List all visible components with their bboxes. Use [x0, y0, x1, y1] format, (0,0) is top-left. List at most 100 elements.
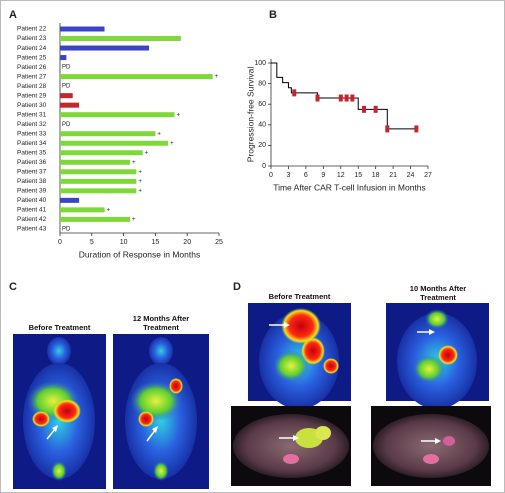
image-caption: Before Treatment [28, 323, 91, 332]
image-caption: 12 Months After Treatment [132, 314, 190, 332]
pet-image [248, 303, 351, 409]
bar-annotation: + [138, 188, 142, 194]
y-tick-label: 20 [258, 142, 266, 149]
category-label: Patient 37 [17, 169, 47, 176]
x-tick-label: 0 [269, 172, 273, 179]
bar [60, 159, 130, 165]
x-tick-label: 10 [120, 239, 128, 246]
censor-mark [315, 94, 320, 102]
censor-mark [362, 105, 367, 113]
x-tick-label: 6 [304, 172, 308, 179]
x-tick-label: 21 [389, 172, 397, 179]
y-tick-label: 40 [258, 122, 266, 129]
bar-annotation: PD [62, 226, 71, 232]
category-label: Patient 25 [17, 54, 47, 61]
bar [60, 74, 213, 80]
bar [60, 207, 105, 213]
bar-annotation: PD [62, 84, 71, 90]
x-tick-label: 27 [424, 172, 432, 179]
bar [60, 131, 156, 137]
bar [60, 216, 130, 222]
bar [60, 93, 73, 99]
image-caption: Before Treatment [268, 292, 331, 301]
category-label: Patient 23 [17, 35, 47, 42]
bar-annotation: + [215, 74, 219, 80]
x-tick-label: 15 [354, 172, 362, 179]
x-axis-label: Time After CAR T-cell Infusion in Months [273, 182, 426, 192]
category-label: Patient 31 [17, 111, 47, 118]
category-label: Patient 27 [17, 73, 47, 80]
x-tick-label: 15 [152, 239, 160, 246]
category-label: Patient 26 [17, 64, 47, 71]
category-label: Patient 30 [17, 102, 47, 109]
bar-annotation: + [138, 169, 142, 175]
x-tick-label: 5 [90, 239, 94, 246]
category-label: Patient 34 [17, 140, 47, 147]
censor-mark [414, 125, 419, 133]
bar-annotation: + [157, 131, 161, 137]
x-tick-label: 0 [58, 239, 62, 246]
y-tick-label: 60 [258, 101, 266, 108]
panel-label: B [269, 9, 277, 21]
category-label: Patient 42 [17, 216, 47, 223]
bar-annotation: + [138, 179, 142, 185]
x-axis-label: Duration of Response in Months [79, 249, 200, 259]
category-label: Patient 22 [17, 26, 47, 33]
category-label: Patient 35 [17, 149, 47, 156]
x-tick-label: 25 [215, 239, 223, 246]
category-label: Patient 33 [17, 130, 47, 137]
x-tick-label: 18 [372, 172, 380, 179]
censor-mark [350, 94, 355, 102]
bar [60, 102, 80, 108]
category-label: Patient 43 [17, 226, 47, 233]
category-label: Patient 41 [17, 207, 47, 214]
category-label: Patient 28 [17, 83, 47, 90]
pet-image [113, 334, 209, 489]
censor-mark [385, 125, 390, 133]
x-tick-label: 3 [286, 172, 290, 179]
bar-annotation: + [132, 160, 136, 166]
category-label: Patient 39 [17, 188, 47, 195]
y-tick-label: 0 [262, 163, 266, 170]
ct-image [371, 406, 491, 486]
ct-image [231, 406, 351, 486]
censor-mark [338, 94, 343, 102]
survival-curve [271, 62, 417, 130]
pet-image [13, 334, 106, 489]
bar [60, 197, 80, 203]
bar [60, 36, 181, 42]
bar [60, 26, 105, 32]
category-label: Patient 24 [17, 45, 47, 52]
bar-annotation: PD [62, 65, 71, 71]
x-tick-label: 24 [407, 172, 415, 179]
x-tick-label: 20 [183, 239, 191, 246]
bar-annotation: + [170, 141, 174, 147]
pet-image [386, 303, 489, 409]
category-label: Patient 36 [17, 159, 47, 166]
panel-label: C [9, 281, 17, 293]
image-caption: 10 Months After Treatment [409, 284, 467, 302]
y-tick-label: 100 [254, 60, 266, 67]
bar [60, 112, 175, 118]
y-axis-label: Progression-free Survival [245, 67, 255, 163]
bar-annotation: + [132, 217, 136, 223]
bar [60, 169, 137, 175]
bar [60, 140, 169, 146]
censor-mark [292, 89, 297, 97]
category-label: Patient 38 [17, 178, 47, 185]
panel-label: D [233, 281, 241, 293]
x-tick-label: 9 [321, 172, 325, 179]
bar-annotation: + [107, 207, 111, 213]
bar [60, 45, 150, 51]
category-label: Patient 32 [17, 121, 47, 128]
censor-mark [344, 94, 349, 102]
bar [60, 150, 143, 156]
bar [60, 188, 137, 194]
x-tick-label: 12 [337, 172, 345, 179]
panel-label: A [9, 9, 17, 21]
y-tick-label: 80 [258, 80, 266, 87]
bar-annotation: PD [62, 122, 71, 128]
bar [60, 55, 67, 61]
